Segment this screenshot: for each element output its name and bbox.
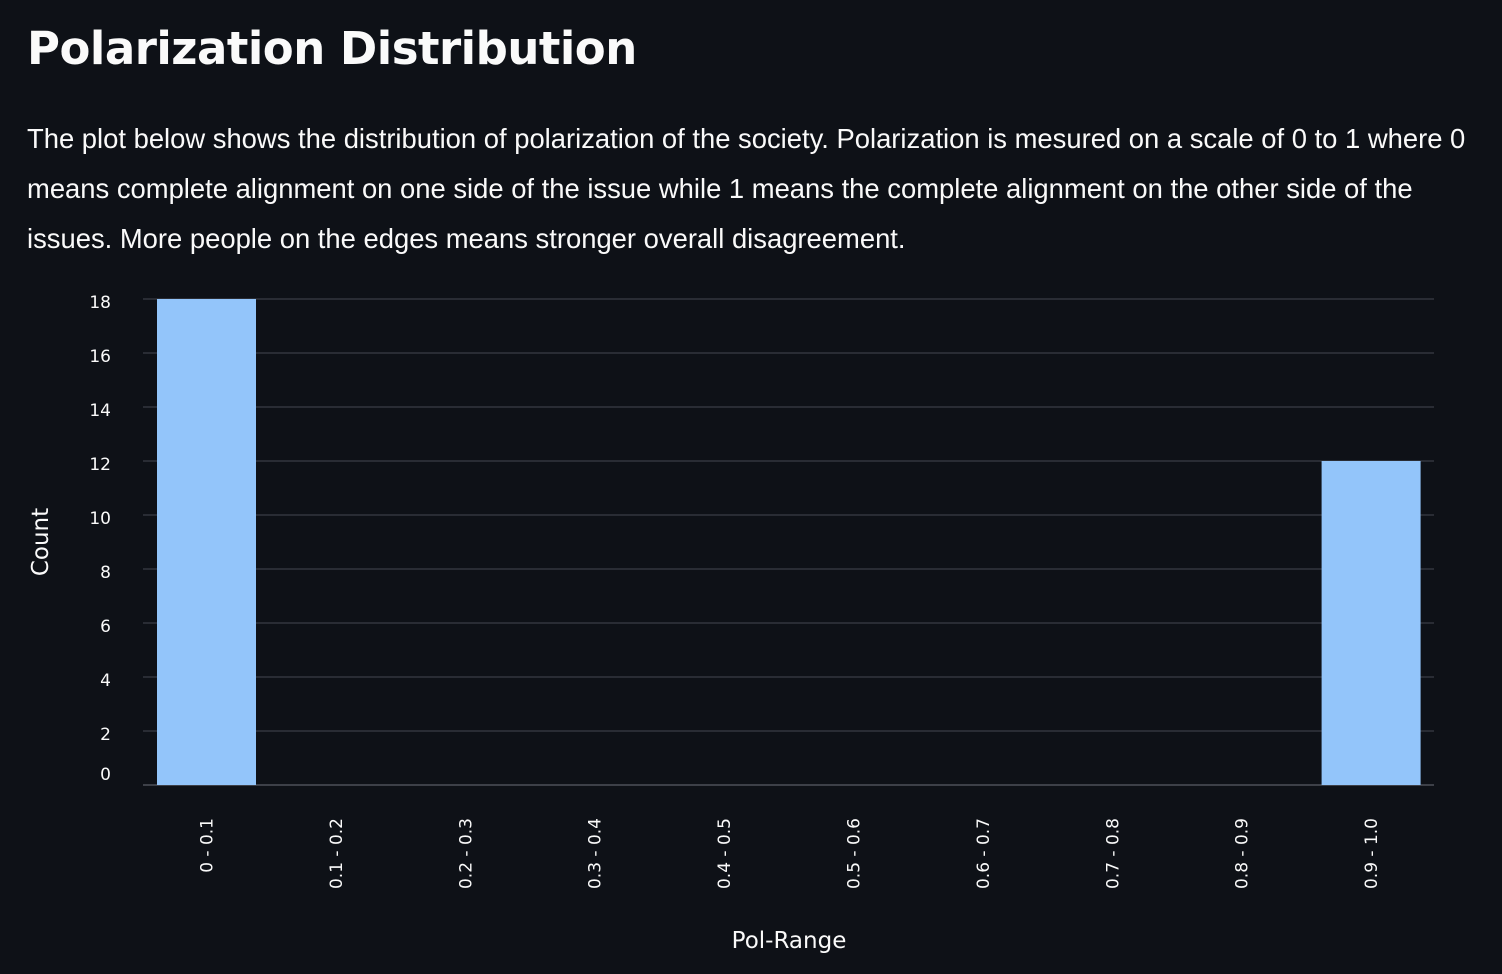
y-tick-label: 18 — [89, 293, 111, 313]
x-tick-label: 0.1 - 0.2 — [327, 818, 347, 889]
y-tick-label: 10 — [89, 509, 111, 529]
page-title: Polarization Distribution — [27, 22, 637, 75]
x-tick-label: 0.3 - 0.4 — [586, 818, 606, 889]
x-tick-label: 0.2 - 0.3 — [456, 818, 476, 889]
y-tick-label: 14 — [89, 401, 111, 421]
y-tick-label: 12 — [89, 455, 111, 475]
bar — [1321, 461, 1421, 785]
y-axis-title: Count — [28, 508, 54, 576]
y-tick-label: 2 — [100, 725, 111, 745]
chart-description: The plot below shows the distribution of… — [27, 123, 1466, 254]
y-tick-label: 16 — [89, 347, 111, 367]
bars — [157, 299, 1421, 785]
gridlines — [143, 298, 1434, 786]
y-tick-label: 0 — [100, 765, 111, 785]
x-tick-label: 0.8 - 0.9 — [1233, 818, 1253, 889]
y-tick-label: 8 — [100, 563, 111, 583]
x-axis-title: Pol-Range — [732, 928, 847, 954]
x-tick-label: 0.4 - 0.5 — [715, 818, 735, 889]
x-tick-label: 0.6 - 0.7 — [974, 818, 994, 889]
y-tick-label: 6 — [100, 617, 111, 637]
x-tick-label: 0.5 - 0.6 — [845, 818, 865, 889]
x-axis-ticks: 0 - 0.1 0.1 - 0.2 0.2 - 0.3 0.3 - 0.4 0.4 - … — [198, 818, 1383, 889]
y-axis-ticks: 0 2 4 6 8 10 12 14 16 18 — [89, 293, 111, 785]
x-tick-label: 0 - 0.1 — [198, 818, 218, 873]
y-tick-label: 4 — [100, 671, 111, 691]
bar — [157, 299, 256, 785]
x-tick-label: 0.9 - 1.0 — [1362, 818, 1382, 889]
x-tick-label: 0.7 - 0.8 — [1103, 818, 1123, 889]
